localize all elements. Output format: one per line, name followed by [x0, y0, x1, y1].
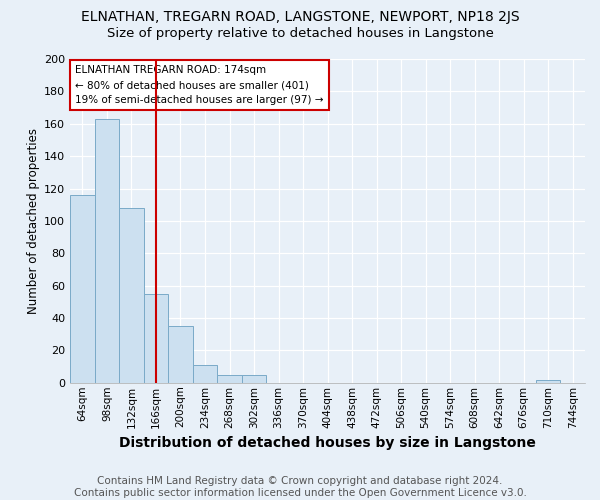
Bar: [242, 374, 266, 383]
Text: Contains HM Land Registry data © Crown copyright and database right 2024.
Contai: Contains HM Land Registry data © Crown c…: [74, 476, 526, 498]
Bar: [217, 374, 242, 383]
Text: Size of property relative to detached houses in Langstone: Size of property relative to detached ho…: [107, 28, 493, 40]
Bar: [168, 326, 193, 383]
Y-axis label: Number of detached properties: Number of detached properties: [27, 128, 40, 314]
Bar: [193, 365, 217, 383]
Bar: [70, 195, 95, 383]
Text: ELNATHAN TREGARN ROAD: 174sqm
← 80% of detached houses are smaller (401)
19% of : ELNATHAN TREGARN ROAD: 174sqm ← 80% of d…: [76, 66, 324, 105]
X-axis label: Distribution of detached houses by size in Langstone: Distribution of detached houses by size …: [119, 436, 536, 450]
Text: ELNATHAN, TREGARN ROAD, LANGSTONE, NEWPORT, NP18 2JS: ELNATHAN, TREGARN ROAD, LANGSTONE, NEWPO…: [80, 10, 520, 24]
Bar: [95, 119, 119, 383]
Bar: [536, 380, 560, 383]
Bar: [144, 294, 168, 383]
Bar: [119, 208, 144, 383]
